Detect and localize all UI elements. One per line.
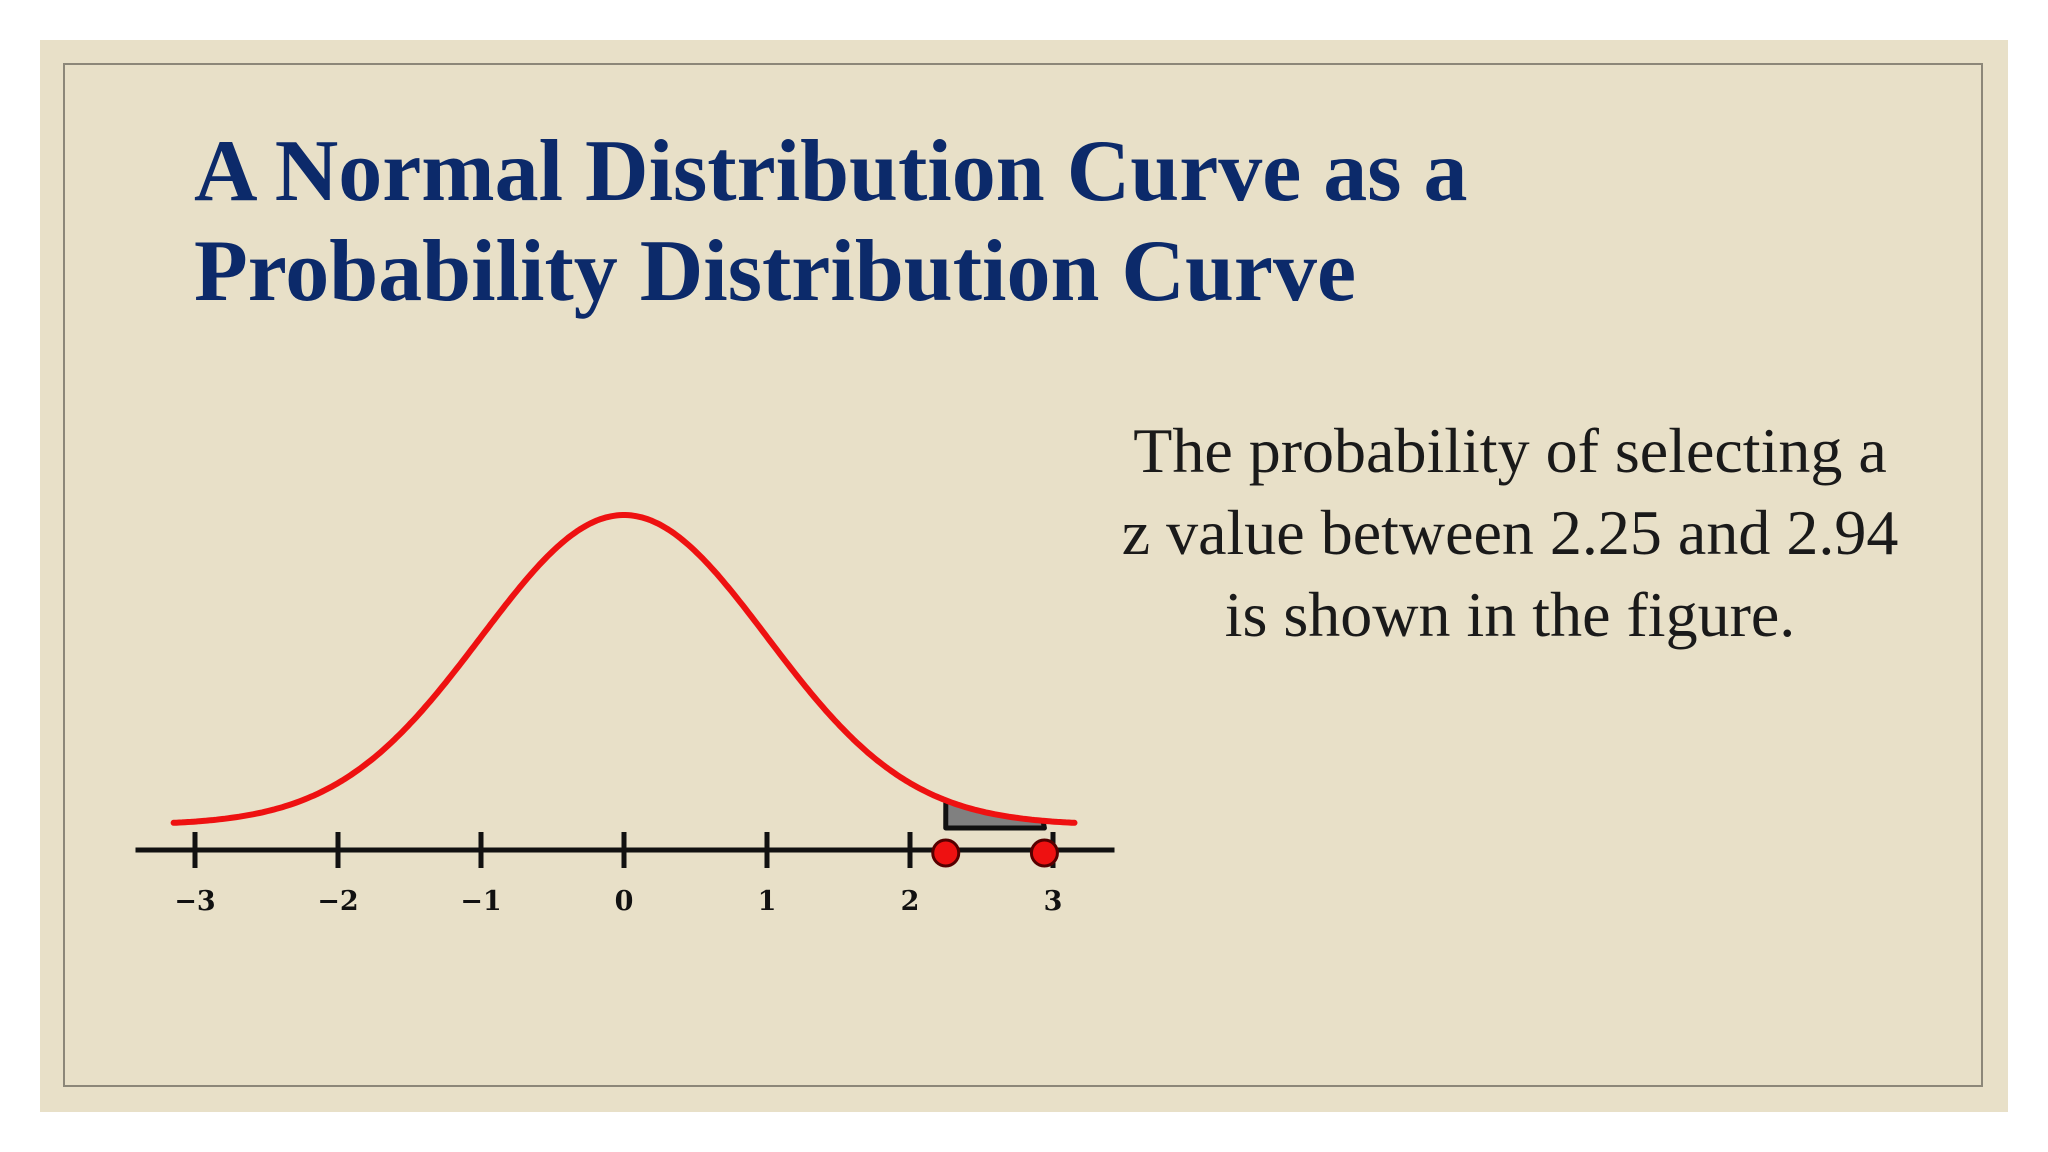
x-tick-label: −2 xyxy=(317,886,358,917)
title-line-2: Probability Distribution Curve xyxy=(194,223,1357,320)
slide: A Normal Distribution Curve as a Probabi… xyxy=(40,40,2008,1112)
slide-title: A Normal Distribution Curve as a Probabi… xyxy=(194,122,1694,322)
caption: The probability of selecting a z value b… xyxy=(1060,410,1960,656)
x-tick-label: 0 xyxy=(615,886,634,917)
normal-curve xyxy=(170,512,1078,826)
z-value-marker xyxy=(1029,838,1059,868)
slide-frame xyxy=(63,63,1983,1087)
z-value-marker xyxy=(931,838,961,868)
caption-line-2: z value between 2.25 and 2.94 xyxy=(1121,497,1899,568)
x-tick-label: −1 xyxy=(460,886,501,917)
x-tick-label: 2 xyxy=(901,886,920,917)
title-line-1: A Normal Distribution Curve as a xyxy=(194,123,1468,220)
caption-line-3: is shown in the figure. xyxy=(1224,579,1796,650)
x-tick-label: 1 xyxy=(758,886,777,917)
x-tick-label: −3 xyxy=(174,886,215,917)
x-tick-label: 3 xyxy=(1044,886,1063,917)
caption-line-1: The probability of selecting a xyxy=(1133,415,1887,486)
normal-distribution-chart: −3 −2 −1 0 1 2 3 xyxy=(135,512,1115,917)
